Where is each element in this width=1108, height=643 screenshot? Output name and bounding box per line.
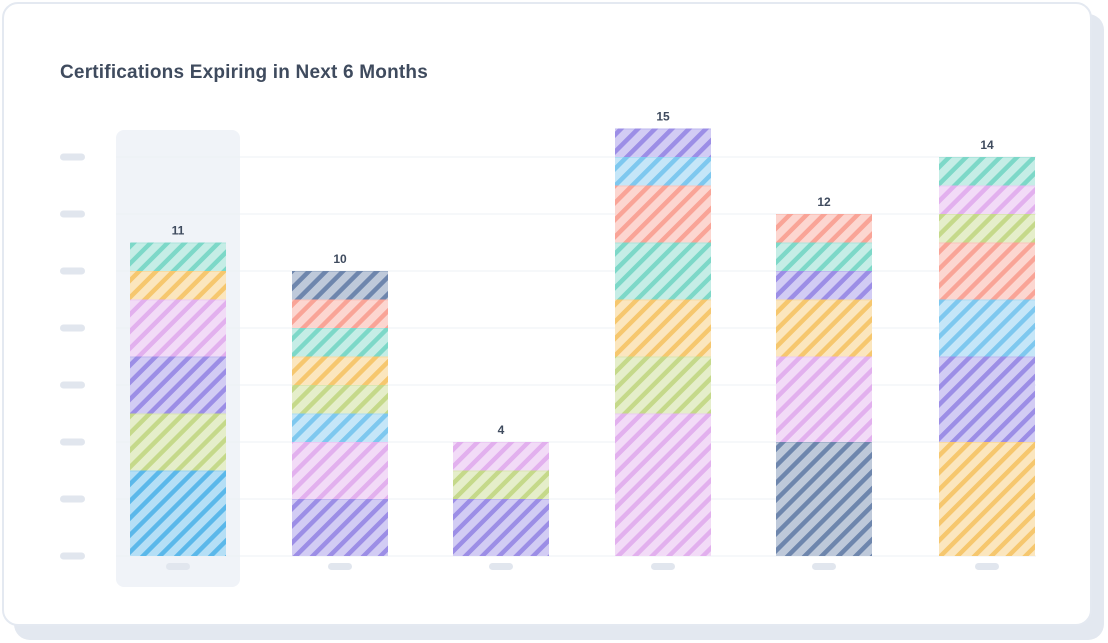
bar-segment-edge [292, 413, 388, 415]
bar-segment-edge [130, 470, 226, 472]
bar-segment-edge [292, 299, 388, 301]
bar-total-label: 15 [656, 110, 670, 124]
bar-segment [939, 157, 1035, 186]
bar-segment-edge [130, 356, 226, 358]
bar-segment [776, 442, 872, 556]
bar-segment [292, 356, 388, 385]
x-tick-placeholder [489, 563, 513, 570]
bar-segment-edge [615, 128, 711, 130]
chart-title: Certifications Expiring in Next 6 Months [60, 62, 428, 83]
bar-segment [130, 470, 226, 556]
bar-total-label: 12 [817, 195, 831, 209]
bar-segment [615, 242, 711, 300]
bar-segment-edge [615, 299, 711, 301]
bar-segment-edge [615, 413, 711, 415]
bar-segment-edge [292, 385, 388, 386]
bar-segment-edge [130, 271, 226, 272]
x-tick-placeholder [975, 563, 999, 570]
y-tick-placeholder [60, 267, 85, 275]
bar-segment-edge [453, 499, 549, 500]
bar-segment-edge [939, 185, 1035, 187]
bar-segment-edge [615, 157, 711, 158]
bar-segment-edge [939, 299, 1035, 301]
y-tick-placeholder [60, 495, 85, 503]
bar-segment [776, 214, 872, 243]
bar-segment [130, 242, 226, 271]
bar-segment [939, 242, 1035, 300]
bar-segment-edge [776, 299, 872, 301]
bar-segment-edge [292, 499, 388, 500]
bar-segment [776, 242, 872, 271]
bar-segment-edge [292, 442, 388, 443]
bar-segment-edge [939, 242, 1035, 244]
bar-segment [615, 128, 711, 157]
bar-segment [939, 442, 1035, 556]
bar-segment [776, 299, 872, 357]
y-tick-placeholder [60, 324, 85, 332]
bar-total-label: 10 [333, 252, 347, 266]
bar-segment [939, 214, 1035, 243]
bar-segment-edge [939, 356, 1035, 358]
bar-total-label: 14 [980, 138, 994, 152]
bar-segment-edge [939, 157, 1035, 158]
bar-segment [453, 442, 549, 471]
bar-segment [615, 299, 711, 357]
bar-segment-edge [776, 271, 872, 272]
bar-segment [130, 299, 226, 357]
bar-segment [615, 157, 711, 186]
bar-segment [615, 185, 711, 243]
bar-segment-edge [453, 442, 549, 443]
y-tick-placeholder [60, 153, 85, 161]
bar-segment-edge [130, 242, 226, 244]
bar-segment-edge [130, 413, 226, 415]
bar-segment [292, 413, 388, 442]
bar-segment-edge [453, 470, 549, 472]
bar-segment [292, 271, 388, 300]
bar-segment [292, 299, 388, 328]
bar-segment [939, 185, 1035, 214]
x-tick-placeholder [812, 563, 836, 570]
bar-segment [453, 470, 549, 499]
bar-segment [615, 413, 711, 556]
y-tick-placeholder [60, 381, 85, 389]
bar-segment-edge [615, 185, 711, 187]
bar-segment-edge [292, 356, 388, 358]
bar-segment [939, 356, 1035, 442]
bar-segment [939, 299, 1035, 357]
bar-total-label: 11 [172, 224, 185, 238]
y-tick-placeholder [60, 210, 85, 218]
bar-segment-edge [615, 356, 711, 358]
bar-segment [453, 499, 549, 556]
bar-segment-edge [939, 214, 1035, 215]
bar-segment-edge [292, 328, 388, 329]
bar-segment [292, 328, 388, 357]
x-tick-placeholder [328, 563, 352, 570]
bar-segment-edge [776, 356, 872, 358]
x-tick-placeholder [651, 563, 675, 570]
bar-segment-edge [776, 442, 872, 443]
bar-segment [292, 442, 388, 499]
bar-segment [615, 356, 711, 414]
y-tick-placeholder [60, 552, 85, 560]
bar-segment [130, 413, 226, 471]
bar-segment [292, 499, 388, 556]
bar-segment-edge [939, 442, 1035, 443]
bar-segment [292, 385, 388, 414]
x-tick-placeholder [166, 563, 190, 570]
bar-segment-edge [776, 242, 872, 244]
bar-segment [130, 356, 226, 414]
bar-segment [776, 356, 872, 442]
bar-segment-edge [292, 271, 388, 272]
y-tick-placeholder [60, 438, 85, 446]
bar-segment-edge [130, 299, 226, 301]
bar-segment-edge [615, 242, 711, 244]
bar-segment-edge [776, 214, 872, 215]
bar-segment [130, 271, 226, 300]
bar-segment [776, 271, 872, 300]
bar-total-label: 4 [498, 423, 505, 437]
